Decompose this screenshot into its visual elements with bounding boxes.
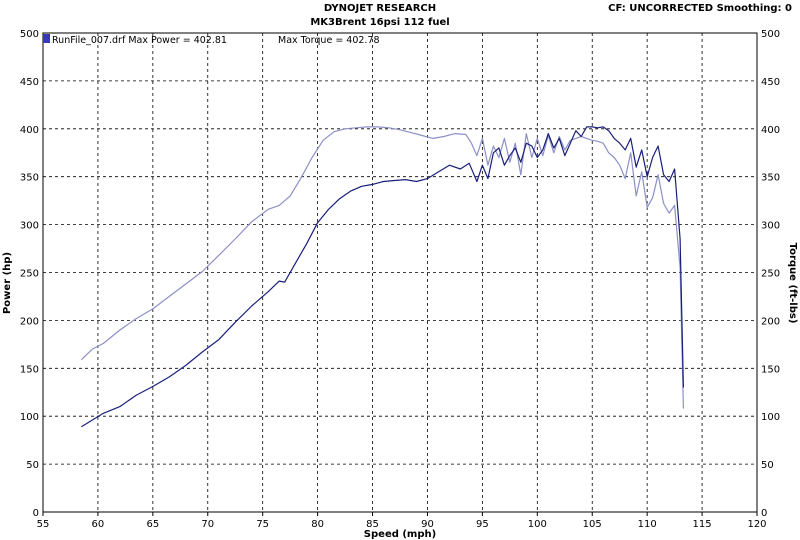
- x-tick-label: 105: [583, 519, 602, 530]
- x-tick-label: 110: [638, 519, 657, 530]
- plot-frame: [42, 32, 758, 513]
- legend-torque-label: Max Torque = 402.78: [278, 35, 380, 46]
- y-tick-label: 50: [26, 460, 39, 471]
- y2-tick-label: 250: [761, 269, 780, 280]
- y2-tick-label: 300: [761, 221, 780, 232]
- x-tick-label: 60: [92, 519, 105, 530]
- x-tick-label: 80: [311, 519, 324, 530]
- y-tick-label: 450: [20, 77, 39, 88]
- chart-subtitle: MK3Brent 16psi 112 fuel: [310, 17, 449, 28]
- grid-lines: [42, 33, 758, 516]
- y2-tick-label: 100: [761, 412, 780, 423]
- torque-series-line: [80, 126, 684, 409]
- y-tick-label: 400: [20, 125, 39, 136]
- y2-tick-label: 50: [761, 460, 774, 471]
- x-axis-label: Speed (mph): [364, 529, 436, 540]
- correction-status: CF: UNCORRECTED Smoothing: 0: [608, 3, 792, 14]
- y-tick-label: 300: [20, 221, 39, 232]
- x-tick-label: 90: [421, 519, 434, 530]
- y-tick-label: 250: [20, 269, 39, 280]
- y-tick-label: 100: [20, 412, 39, 423]
- y2-tick-label: 150: [761, 364, 780, 375]
- y2-tick-label: 450: [761, 77, 780, 88]
- data-series: [80, 126, 684, 428]
- y2-tick-label: 400: [761, 125, 780, 136]
- x-tick-label: 65: [146, 519, 159, 530]
- y2-tick-label: 500: [761, 29, 780, 40]
- x-tick-label: 95: [476, 519, 489, 530]
- y-tick-label: 150: [20, 364, 39, 375]
- chart-title: DYNOJET RESEARCH: [324, 3, 436, 14]
- y2-tick-label: 350: [761, 173, 780, 184]
- x-tick-label: 55: [37, 519, 50, 530]
- y2-tick-label: 200: [761, 316, 780, 327]
- y-tick-label: 500: [20, 29, 39, 40]
- x-tick-label: 100: [528, 519, 547, 530]
- y-tick-label: 200: [20, 316, 39, 327]
- y-tick-label: 350: [20, 173, 39, 184]
- y2-axis-label: Torque (ft-lbs): [787, 243, 798, 324]
- x-tick-label: 70: [201, 519, 214, 530]
- legend-run-label: RunFile_007.drf Max Power = 402.81: [52, 35, 227, 46]
- x-tick-label: 75: [256, 519, 269, 530]
- y-tick-label: 0: [33, 508, 39, 519]
- power-series-line: [81, 126, 684, 428]
- x-tick-label: 120: [747, 519, 766, 530]
- legend-swatch: [43, 34, 50, 43]
- x-tick-label: 115: [693, 519, 712, 530]
- y-axis-label: Power (hp): [2, 252, 13, 314]
- y2-tick-label: 0: [761, 508, 767, 519]
- x-tick-label: 85: [366, 519, 379, 530]
